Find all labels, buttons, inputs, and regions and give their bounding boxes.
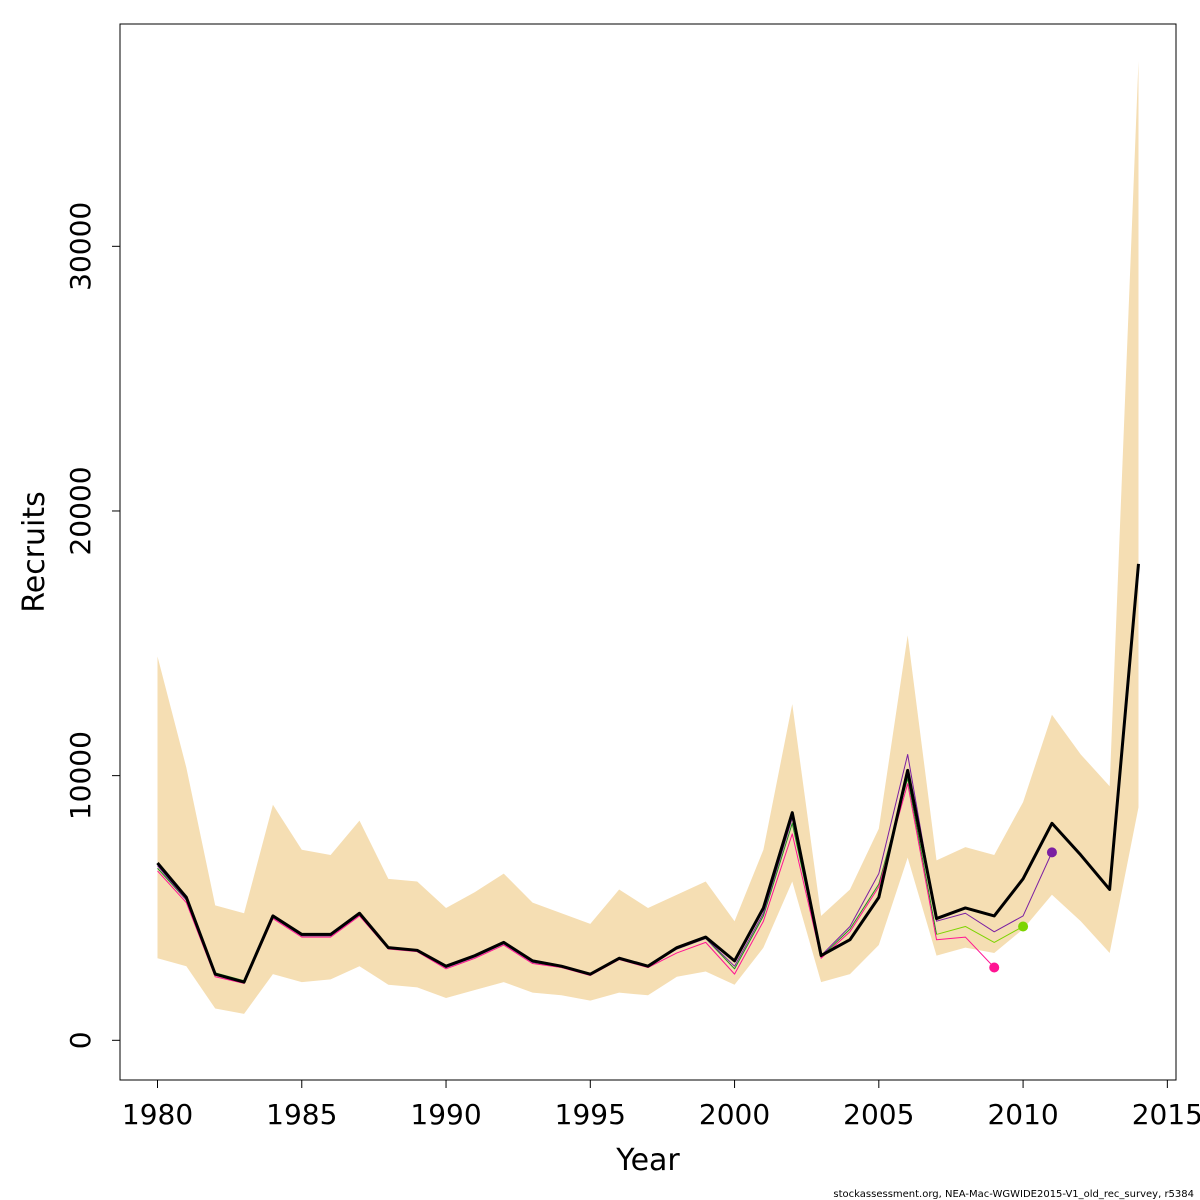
x-tick-label: 2015	[1132, 1098, 1200, 1131]
x-tick-label: 1980	[122, 1098, 193, 1131]
plot-area	[156, 61, 1140, 1014]
y-tick-label: 20000	[64, 466, 97, 555]
y-tick-label: 30000	[64, 202, 97, 291]
series-line-3	[936, 925, 1024, 943]
x-tick-label: 2005	[843, 1098, 914, 1131]
confidence-band	[157, 61, 1139, 1014]
x-tick-label: 1985	[266, 1098, 337, 1131]
series-endpoint-4	[1046, 847, 1057, 858]
y-axis-title: Recruits	[17, 491, 52, 613]
axes: 1980 1985 1990 1995 2000 2005 2010 2015 0 10000 20…	[64, 202, 1200, 1131]
x-axis-title: Year	[615, 1143, 680, 1178]
y-tick-label: 0	[64, 1031, 97, 1049]
y-tick-label: 10000	[64, 731, 97, 820]
x-tick-label: 2000	[699, 1098, 770, 1131]
series-endpoint-2	[989, 962, 1000, 973]
x-tick-label: 1995	[555, 1098, 626, 1131]
series-endpoint-3	[1018, 921, 1029, 932]
x-tick-label: 2010	[987, 1098, 1058, 1131]
series-line-0	[156, 563, 1140, 984]
credit-text: stockassessment.org, NEA-Mac-WGWIDE2015-…	[833, 1189, 1194, 1200]
x-tick-label: 1990	[410, 1098, 481, 1131]
